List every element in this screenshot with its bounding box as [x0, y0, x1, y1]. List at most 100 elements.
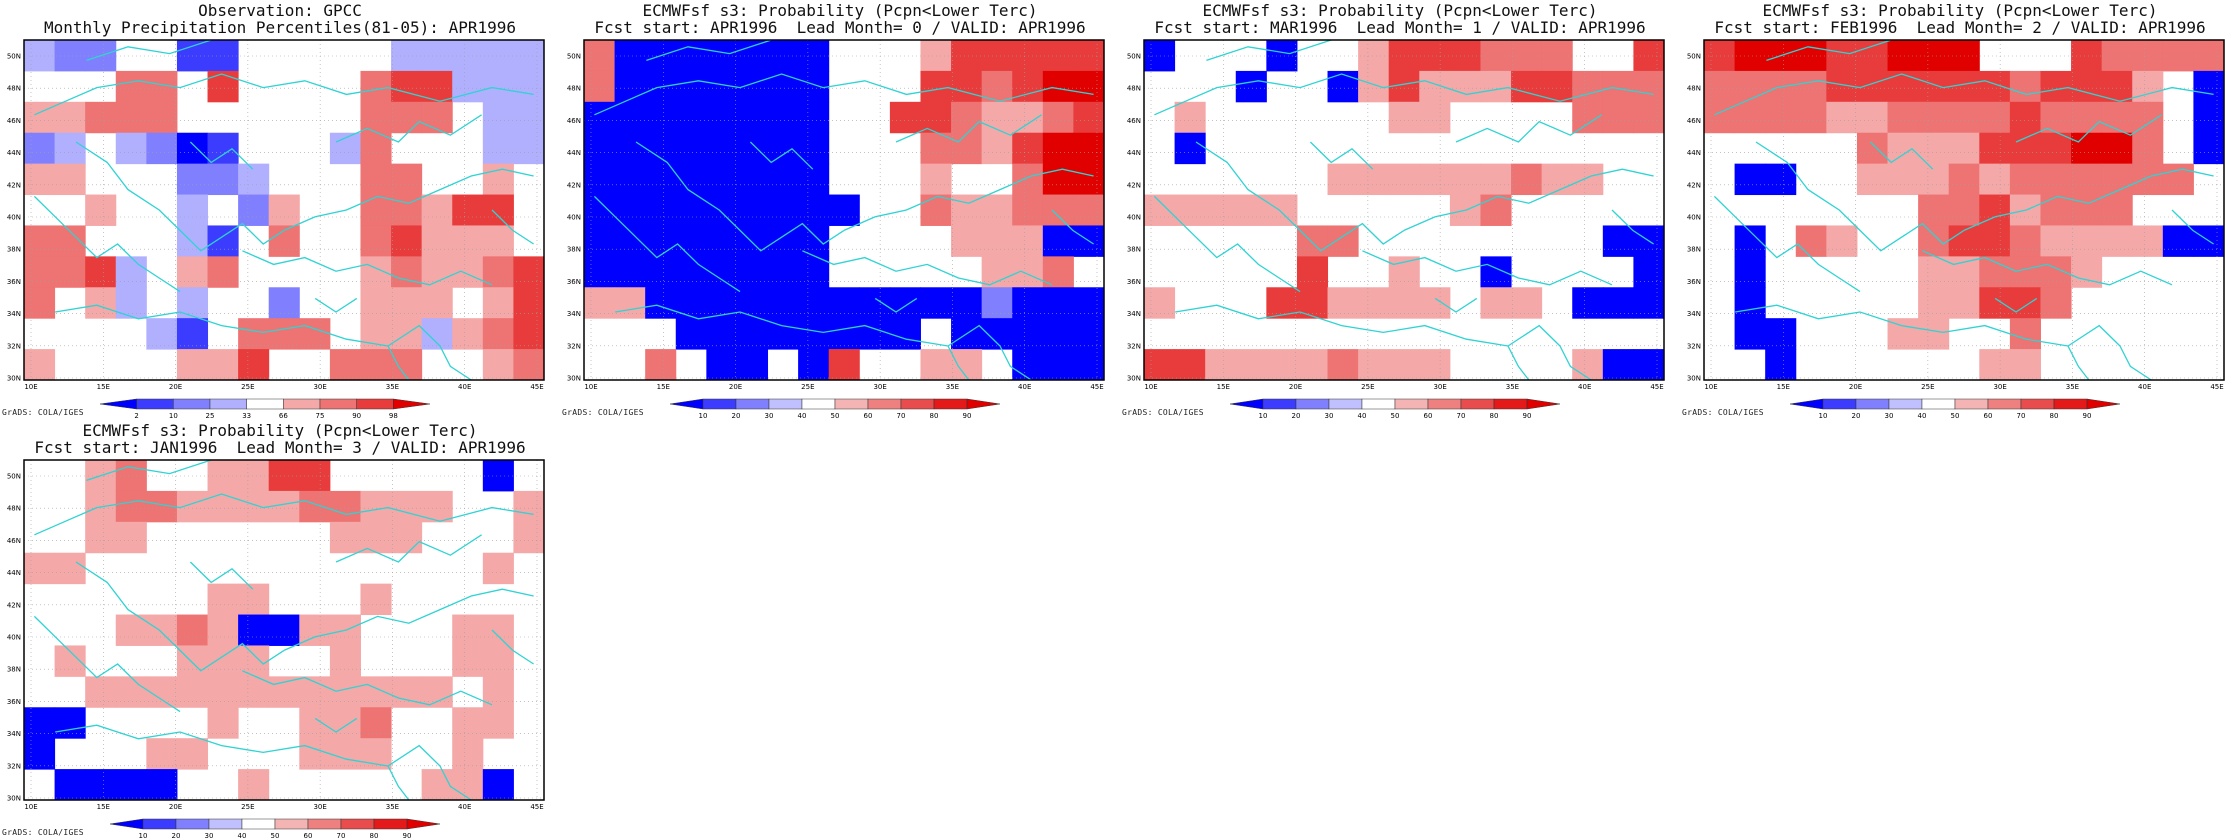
field-cell	[299, 490, 331, 523]
field-cell	[920, 101, 952, 134]
field-cell	[1887, 101, 1919, 134]
field-cell	[614, 287, 646, 319]
lat-tick-label: 46N	[7, 537, 21, 545]
field-cell	[1734, 40, 1766, 72]
field-cell	[675, 256, 707, 288]
field-cell	[2009, 318, 2041, 350]
lat-tick-label: 46N	[1127, 117, 1141, 125]
coastline	[1611, 209, 1654, 245]
field-cell	[1327, 287, 1359, 319]
lon-tick-label: 30E	[1993, 383, 2006, 391]
field-cell	[1633, 287, 1665, 319]
field-cell	[207, 676, 239, 708]
field-cell	[513, 70, 545, 103]
colorbar-segment	[1789, 398, 1824, 410]
field-cell	[675, 132, 707, 165]
field-cell	[1205, 194, 1237, 226]
field-cell	[24, 552, 56, 585]
coastline	[1766, 39, 1892, 62]
field-cell	[1979, 287, 2011, 319]
field-cell	[482, 70, 514, 103]
colorbar-segment	[1987, 398, 2022, 410]
field-cell	[1174, 349, 1206, 381]
lat-tick-label: 32N	[7, 342, 21, 350]
field-cell	[951, 40, 983, 72]
field-cell	[207, 132, 239, 165]
field-cell	[115, 256, 147, 288]
field-cell	[115, 490, 147, 523]
panel-title: ECMWFsf s3: Probability (Pcpn<Lower Terc…	[1202, 1, 1598, 20]
field-cell	[452, 225, 484, 257]
coastline	[1362, 250, 1613, 286]
field-cell	[1480, 287, 1512, 319]
colorbar-label: 40	[238, 832, 247, 840]
field-cell	[828, 194, 860, 226]
field-cell	[1511, 163, 1543, 196]
colorbar-label: 75	[316, 412, 325, 420]
coastline	[1713, 195, 1861, 293]
field-cell	[1948, 101, 1980, 134]
coastline	[999, 345, 1032, 381]
field-cell	[736, 256, 769, 288]
colorbar-segment	[735, 398, 770, 410]
field-cell	[1480, 163, 1512, 196]
field-cell	[238, 769, 270, 801]
field-cell	[513, 349, 545, 381]
map-plot: 10E 15E 20E 25E 30E 35E 40E 45E 30N 32N 34N 36N 38N 4…	[7, 459, 545, 840]
field-cell	[85, 676, 117, 708]
field-cell	[329, 645, 361, 677]
field-cell	[421, 769, 453, 801]
field-cell	[1572, 101, 1604, 134]
field-cell	[584, 70, 616, 103]
map-plot: 10E 15E 20E 25E 30E 35E 40E 45E 30N 32N 34N 36N 38N 4…	[1127, 39, 1665, 420]
field-cell	[767, 194, 799, 226]
field-cell	[2132, 163, 2164, 196]
credit-label: GrADS: COLA/IGES	[1122, 408, 1204, 417]
lat-tick-label: 40N	[1687, 214, 1701, 222]
field-cell	[828, 287, 860, 319]
colorbar-segment	[173, 398, 211, 410]
coastline	[439, 345, 472, 381]
field-cell	[2009, 256, 2041, 288]
plot-frame	[23, 459, 545, 801]
lat-tick-label: 30N	[1687, 375, 1701, 383]
field-cell	[584, 287, 616, 319]
field-cell	[1012, 287, 1044, 319]
lat-tick-label: 36N	[567, 278, 581, 286]
field-cell	[2040, 70, 2072, 103]
lat-tick-label: 30N	[567, 375, 581, 383]
field-cell	[706, 163, 738, 196]
field-cell	[115, 676, 147, 708]
field-cell	[268, 194, 300, 226]
colorbar-segment	[2086, 398, 2121, 410]
field-cell	[1073, 163, 1105, 196]
field-cell	[2132, 101, 2164, 134]
colorbar-segment	[142, 818, 177, 830]
field-cell	[645, 349, 677, 381]
field-cell	[1012, 163, 1044, 196]
coastline	[34, 493, 534, 536]
colorbar-label: 10	[169, 412, 178, 420]
field-cell	[798, 101, 830, 134]
field-cell	[1296, 225, 1329, 257]
field-cell	[614, 256, 646, 288]
colorbar-label: 40	[798, 412, 807, 420]
field-cell	[1765, 163, 1797, 196]
field-cell	[1826, 225, 1858, 257]
field-cell	[1012, 70, 1044, 103]
field-cell	[736, 163, 769, 196]
credit-label: GrADS: COLA/IGES	[2, 408, 84, 417]
coastline	[335, 534, 482, 563]
field-cell	[1734, 318, 1766, 350]
lon-tick-label: 25E	[1921, 383, 1934, 391]
field-cell	[146, 318, 178, 350]
field-cell	[360, 707, 392, 739]
colorbar-segment	[109, 818, 144, 830]
colorbar-label: 80	[370, 832, 379, 840]
field-cell	[1358, 70, 1390, 103]
field-cell	[329, 738, 361, 770]
coastline	[242, 670, 493, 706]
field-cell	[1012, 194, 1044, 226]
colorbar-segment	[175, 818, 210, 830]
colorbar-segment	[241, 818, 276, 830]
